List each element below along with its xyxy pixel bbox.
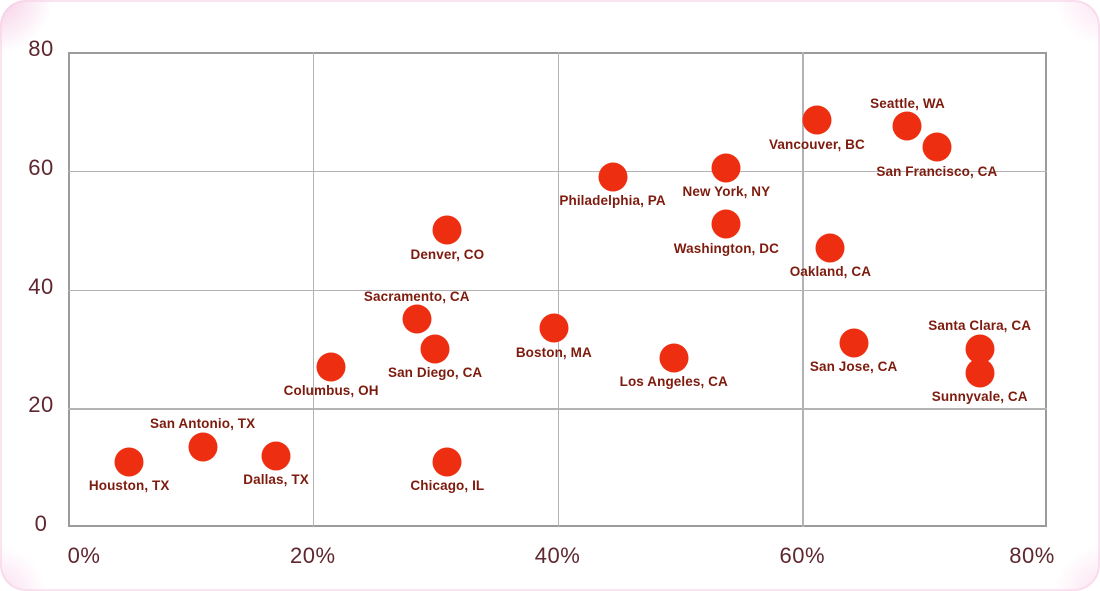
label-denver-co: Denver, CO bbox=[410, 246, 485, 262]
label-los-angeles-ca: Los Angeles, CA bbox=[619, 374, 728, 390]
dot-new-york-ny bbox=[711, 153, 741, 183]
dot-san-antonio-tx bbox=[188, 432, 218, 462]
gridline-y-40 bbox=[68, 289, 1047, 291]
dot-sunnyvale-ca bbox=[965, 358, 995, 388]
dot-san-diego-ca bbox=[420, 334, 450, 364]
gridline-y-60 bbox=[68, 170, 1047, 173]
label-san-jose-ca: San Jose, CA bbox=[809, 359, 898, 375]
x-tick-label-40: 40% bbox=[534, 543, 581, 568]
label-philadelphia-pa: Philadelphia, PA bbox=[559, 193, 666, 209]
label-columbus-oh: Columbus, OH bbox=[283, 383, 379, 399]
gridline-y-20 bbox=[68, 408, 1047, 410]
label-seattle-wa: Seattle, WA bbox=[870, 95, 945, 111]
label-san-francisco-ca: San Francisco, CA bbox=[876, 163, 998, 179]
dot-oakland-ca bbox=[815, 233, 845, 263]
y-tick-label-0: 0 bbox=[34, 511, 48, 536]
dot-boston-ma bbox=[539, 313, 569, 343]
x-tick-label-80: 80% bbox=[1009, 543, 1055, 568]
label-san-diego-ca: San Diego, CA bbox=[387, 365, 483, 381]
label-sacramento-ca: Sacramento, CA bbox=[363, 288, 470, 304]
y-tick-label-40: 40 bbox=[28, 273, 54, 299]
y-tick-label-60: 60 bbox=[28, 154, 54, 180]
dot-san-jose-ca bbox=[839, 328, 869, 358]
label-new-york-ny: New York, NY bbox=[682, 184, 771, 200]
dot-san-francisco-ca bbox=[922, 132, 952, 162]
label-vancouver-bc: Vancouver, BC bbox=[769, 136, 865, 152]
x-tick-label-60: 60% bbox=[779, 543, 826, 568]
label-san-antonio-tx: San Antonio, TX bbox=[149, 416, 256, 432]
y-tick-label-20: 20 bbox=[28, 392, 54, 418]
dot-houston-tx bbox=[114, 447, 144, 477]
x-tick-label-20: 20% bbox=[289, 543, 336, 568]
label-oakland-ca: Oakland, CA bbox=[789, 264, 872, 280]
dot-philadelphia-pa bbox=[598, 162, 628, 192]
dot-los-angeles-ca bbox=[659, 343, 689, 373]
label-santa-clara-ca: Santa Clara, CA bbox=[928, 318, 1032, 334]
label-chicago-il: Chicago, IL bbox=[410, 478, 485, 494]
dot-columbus-oh bbox=[316, 352, 346, 382]
label-houston-tx: Houston, TX bbox=[88, 478, 170, 494]
y-tick-label-80: 80 bbox=[28, 36, 54, 61]
dot-dallas-tx bbox=[261, 441, 291, 471]
label-boston-ma: Boston, MA bbox=[515, 344, 592, 360]
x-tick-label-0: 0% bbox=[67, 543, 101, 568]
label-sunnyvale-ca: Sunnyvale, CA bbox=[931, 389, 1028, 405]
dot-sacramento-ca bbox=[402, 304, 432, 334]
dot-seattle-wa bbox=[892, 111, 922, 141]
label-dallas-tx: Dallas, TX bbox=[243, 472, 309, 488]
dot-denver-co bbox=[432, 215, 462, 245]
dot-vancouver-bc bbox=[802, 105, 832, 135]
dot-chicago-il bbox=[432, 447, 462, 477]
dot-washington-dc bbox=[711, 209, 741, 239]
label-washington-dc: Washington, DC bbox=[673, 240, 779, 256]
